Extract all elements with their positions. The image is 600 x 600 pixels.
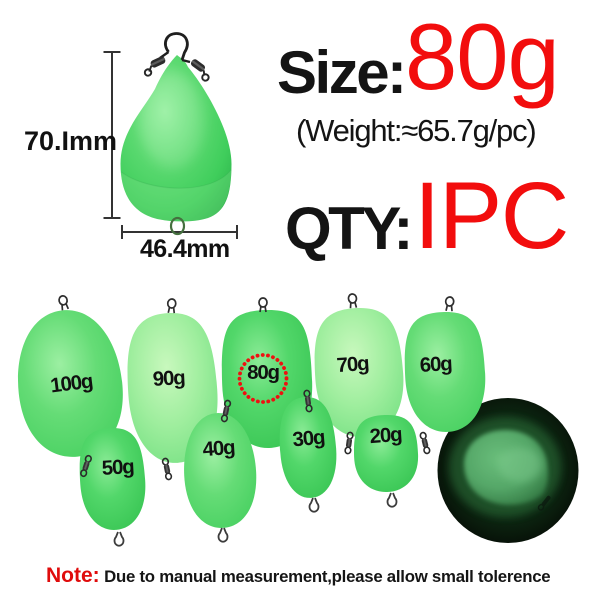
svg-text:20g: 20g [369,423,403,448]
svg-text:40g: 40g [202,436,236,461]
svg-text:80g: 80g [247,361,279,384]
svg-text:50g: 50g [101,455,135,480]
svg-text:60g: 60g [419,352,453,377]
svg-text:100g: 100g [49,369,94,397]
svg-text:70g: 70g [336,352,370,377]
svg-text:30g: 30g [292,426,326,452]
svg-text:90g: 90g [152,366,186,391]
